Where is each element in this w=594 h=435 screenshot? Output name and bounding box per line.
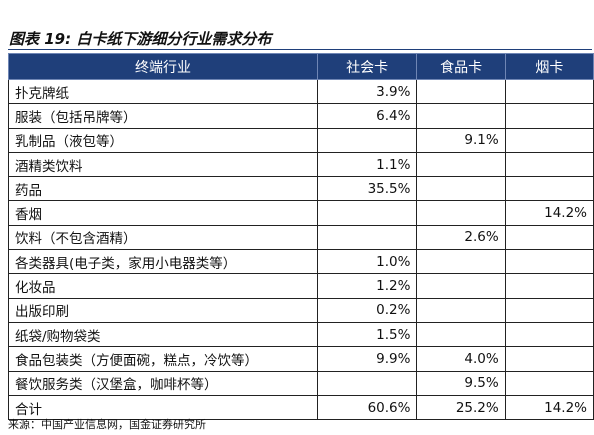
industry-cell: 乳制品（液包等） xyxy=(8,127,318,153)
food-card-cell xyxy=(416,321,506,348)
table-row: 香烟 14.2% xyxy=(8,200,594,226)
social-card-cell xyxy=(316,224,418,251)
food-card-cell xyxy=(416,176,506,202)
table-row: 药品 35.5% xyxy=(8,176,594,202)
title-divider xyxy=(8,49,592,50)
table-row: 食品包装类（方便面碗，糕点，冷饮等） 9.9% 4.0% xyxy=(8,346,594,372)
industry-cell: 化妆品 xyxy=(8,273,318,299)
industry-cell: 出版印刷 xyxy=(8,297,318,323)
cigarette-card-cell xyxy=(504,273,594,299)
food-card-cell: 4.0% xyxy=(416,346,506,372)
food-card-cell xyxy=(416,273,506,299)
cigarette-card-cell: 14.2% xyxy=(504,200,594,226)
social-card-cell: 3.9% xyxy=(316,78,418,105)
total-row: 合计 60.6% 25.2% 14.2% xyxy=(8,394,594,421)
table-row: 乳制品（液包等） 9.1% xyxy=(8,127,594,153)
table-row: 酒精类饮料 1.1% xyxy=(8,151,594,178)
cigarette-card-cell xyxy=(504,127,594,153)
food-card-cell xyxy=(416,297,506,323)
food-card-cell xyxy=(416,151,506,178)
industry-cell: 各类器具(电子类，家用小电器类等） xyxy=(8,249,318,275)
food-card-cell: 9.5% xyxy=(416,370,506,396)
cigarette-card-cell xyxy=(504,249,594,275)
industry-cell: 合计 xyxy=(8,394,318,421)
industry-cell: 药品 xyxy=(8,176,318,202)
source-note: 来源：中国产业信息网，国金证券研究所 xyxy=(8,418,206,431)
figure-title: 图表 19: 白卡纸下游细分行业需求分布 xyxy=(9,30,272,48)
social-card-cell: 1.2% xyxy=(316,273,418,299)
industry-cell: 香烟 xyxy=(8,200,318,226)
table-row: 出版印刷 0.2% xyxy=(8,297,594,323)
food-card-cell: 9.1% xyxy=(416,127,506,153)
social-card-cell: 35.5% xyxy=(316,176,418,202)
social-card-cell xyxy=(316,127,418,153)
cigarette-card-cell xyxy=(504,224,594,251)
food-card-cell: 25.2% xyxy=(416,394,506,421)
social-card-cell xyxy=(316,370,418,396)
cigarette-card-cell xyxy=(504,321,594,348)
social-card-cell: 1.5% xyxy=(316,321,418,348)
social-card-cell: 60.6% xyxy=(316,394,418,421)
food-card-cell xyxy=(416,103,506,129)
social-card-cell: 1.1% xyxy=(316,151,418,178)
industry-cell: 酒精类饮料 xyxy=(8,151,318,178)
header-industry: 终端行业 xyxy=(8,53,318,80)
cigarette-card-cell xyxy=(504,78,594,105)
social-card-cell: 6.4% xyxy=(316,103,418,129)
cigarette-card-cell xyxy=(504,151,594,178)
table-row: 饮料（不包含酒精） 2.6% xyxy=(8,224,594,251)
table-row: 纸袋/购物袋类 1.5% xyxy=(8,321,594,348)
food-card-cell xyxy=(416,249,506,275)
table-row: 餐饮服务类（汉堡盒，咖啡杯等） 9.5% xyxy=(8,370,594,396)
cigarette-card-cell xyxy=(504,176,594,202)
social-card-cell xyxy=(316,200,418,226)
cigarette-card-cell xyxy=(504,370,594,396)
header-cigarette-card: 烟卡 xyxy=(504,53,594,80)
header-social-card: 社会卡 xyxy=(316,53,418,80)
industry-cell: 食品包装类（方便面碗，糕点，冷饮等） xyxy=(8,346,318,372)
header-food-card: 食品卡 xyxy=(416,53,506,80)
food-card-cell xyxy=(416,200,506,226)
table-row: 扑克牌纸 3.9% xyxy=(8,78,594,105)
cigarette-card-cell: 14.2% xyxy=(504,394,594,421)
demand-distribution-table: 终端行业 社会卡 食品卡 烟卡 扑克牌纸 3.9% 服装（包括吊牌等） 6.4% 乳制品… xyxy=(8,53,594,421)
social-card-cell: 0.2% xyxy=(316,297,418,323)
cigarette-card-cell xyxy=(504,297,594,323)
cigarette-card-cell xyxy=(504,346,594,372)
social-card-cell: 9.9% xyxy=(316,346,418,372)
industry-cell: 服装（包括吊牌等） xyxy=(8,103,318,129)
food-card-cell: 2.6% xyxy=(416,224,506,251)
industry-cell: 餐饮服务类（汉堡盒，咖啡杯等） xyxy=(8,370,318,396)
industry-cell: 饮料（不包含酒精） xyxy=(8,224,318,251)
table-row: 各类器具(电子类，家用小电器类等） 1.0% xyxy=(8,249,594,275)
industry-cell: 扑克牌纸 xyxy=(8,78,318,105)
food-card-cell xyxy=(416,78,506,105)
table-row: 化妆品 1.2% xyxy=(8,273,594,299)
social-card-cell: 1.0% xyxy=(316,249,418,275)
cigarette-card-cell xyxy=(504,103,594,129)
industry-cell: 纸袋/购物袋类 xyxy=(8,321,318,348)
table-header-row: 终端行业 社会卡 食品卡 烟卡 xyxy=(8,53,594,80)
table-row: 服装（包括吊牌等） 6.4% xyxy=(8,103,594,129)
